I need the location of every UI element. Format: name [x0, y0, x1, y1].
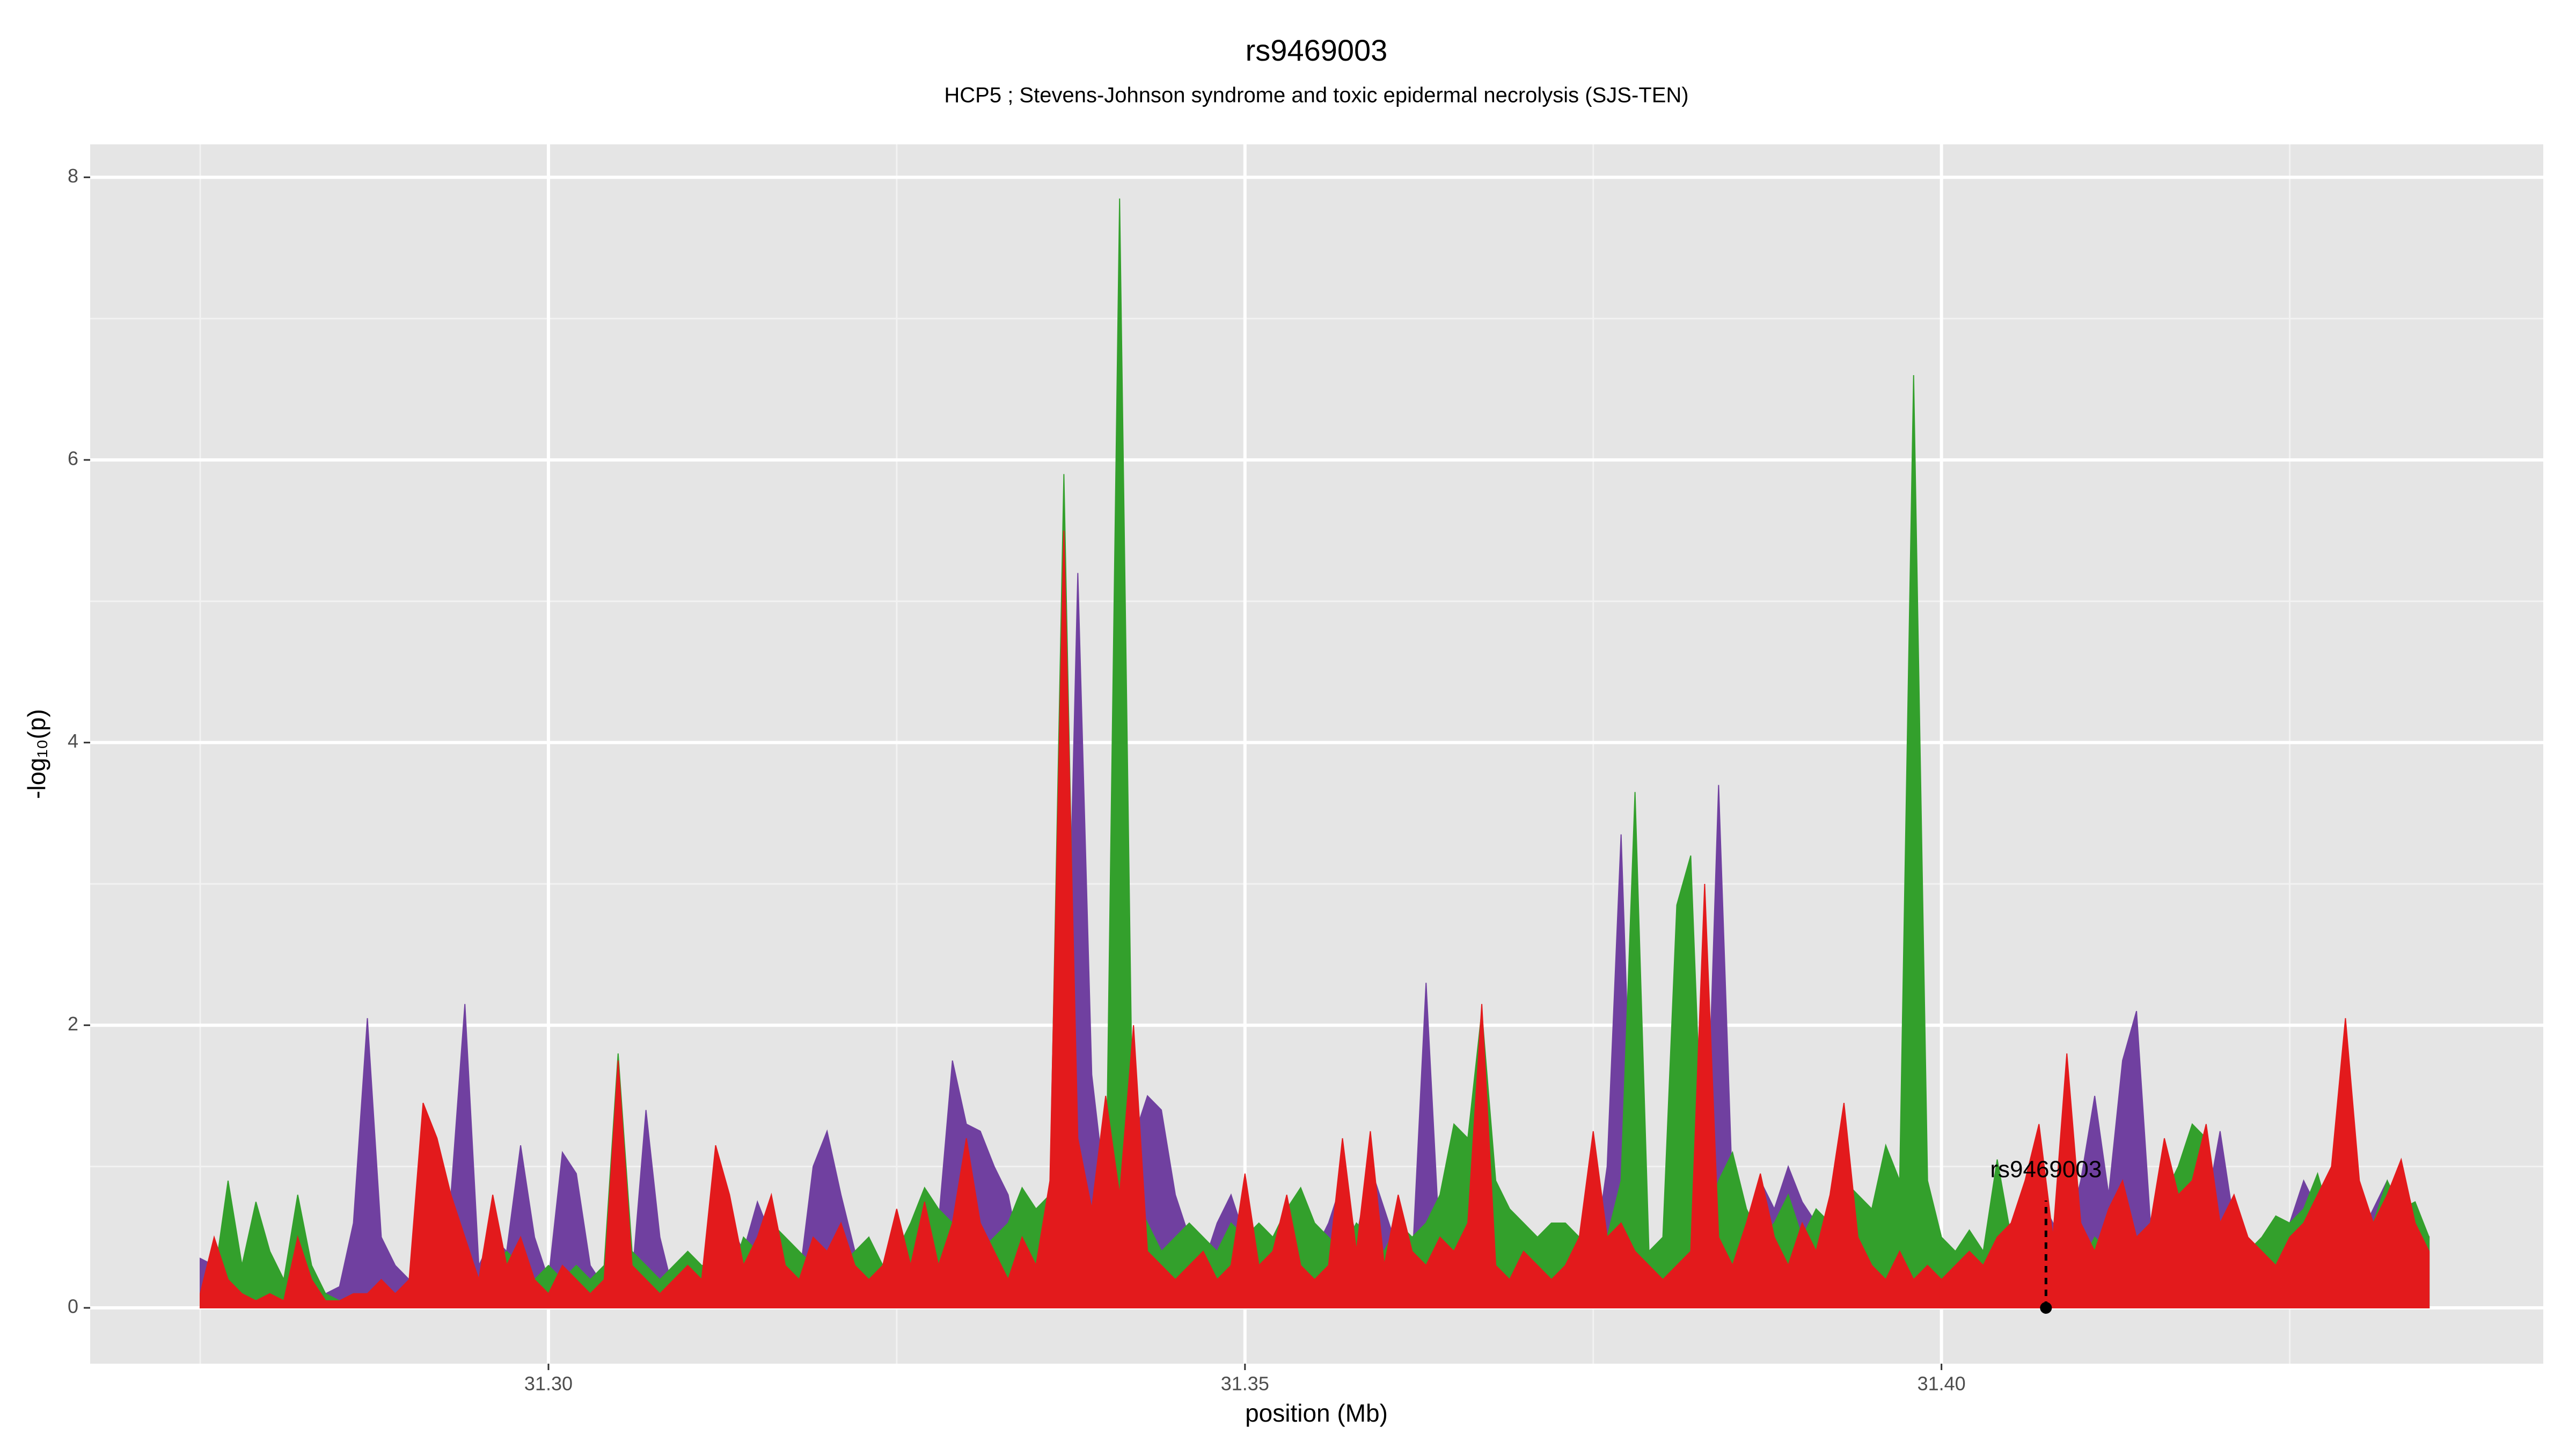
areas [200, 198, 2430, 1308]
x-tick-label: 31.35 [1221, 1373, 1269, 1395]
y-tick-label: 2 [68, 1013, 78, 1035]
axes: 31.30 31.35 31.40 0 2 4 6 8 [68, 165, 1966, 1395]
y-tick-label: 8 [68, 165, 78, 187]
y-tick-label: 0 [68, 1296, 78, 1318]
x-axis-title: position (Mb) [1245, 1399, 1388, 1427]
grid [90, 144, 2543, 1364]
annotation-layer: rs9469003 [1990, 1157, 2102, 1314]
x-tick-label: 31.40 [1918, 1373, 1966, 1395]
y-tick-label: 4 [68, 730, 78, 752]
chart-subtitle: HCP5 ; Stevens-Johnson syndrome and toxi… [944, 84, 1688, 107]
x-tick-label: 31.30 [524, 1373, 573, 1395]
y-axis-title: -log₁₀(p) [23, 709, 50, 799]
annotation-point [2040, 1301, 2052, 1314]
chart-title: rs9469003 [1246, 33, 1388, 67]
y-tick-label: 6 [68, 448, 78, 470]
annotation-label: rs9469003 [1990, 1157, 2102, 1183]
area [200, 530, 2430, 1308]
